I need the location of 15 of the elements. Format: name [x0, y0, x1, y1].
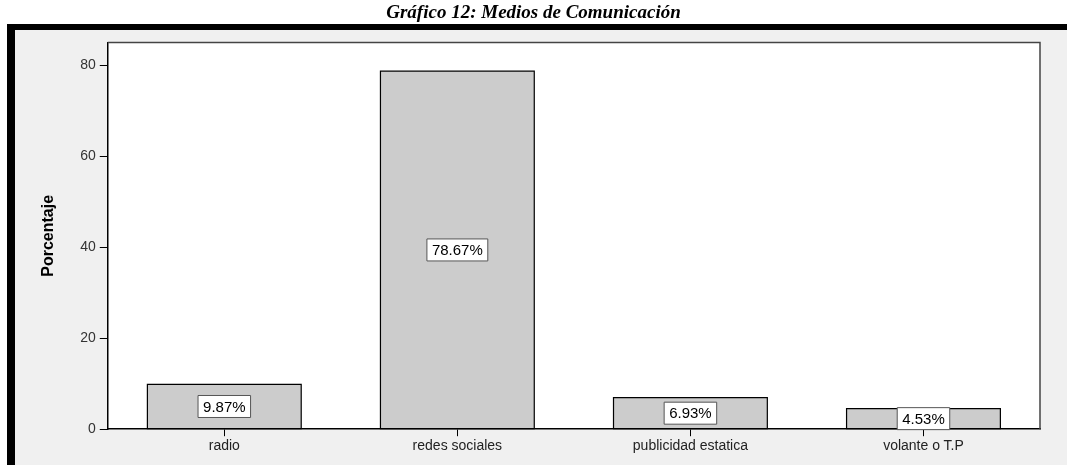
chart-title: Gráfico 12: Medios de Comunicación: [385, 0, 682, 24]
y-tick-label: 80: [80, 56, 96, 73]
x-tick-label: volante o T.P: [883, 437, 964, 454]
y-axis-title: Porcentaje: [39, 194, 57, 277]
y-tick-label: 20: [80, 329, 96, 346]
data-label: 9.87%: [203, 397, 246, 415]
y-tick-label: 40: [80, 238, 96, 255]
x-tick-label: publicidad estatica: [632, 437, 749, 454]
x-tick-label: radio: [208, 437, 241, 454]
data-label: 6.93%: [669, 404, 712, 422]
data-label: 78.67%: [431, 241, 483, 259]
y-tick-label: 0: [87, 420, 96, 437]
y-tick-label: 60: [80, 147, 96, 164]
data-label: 4.53%: [902, 409, 945, 427]
x-tick-label: redes sociales: [412, 437, 503, 454]
